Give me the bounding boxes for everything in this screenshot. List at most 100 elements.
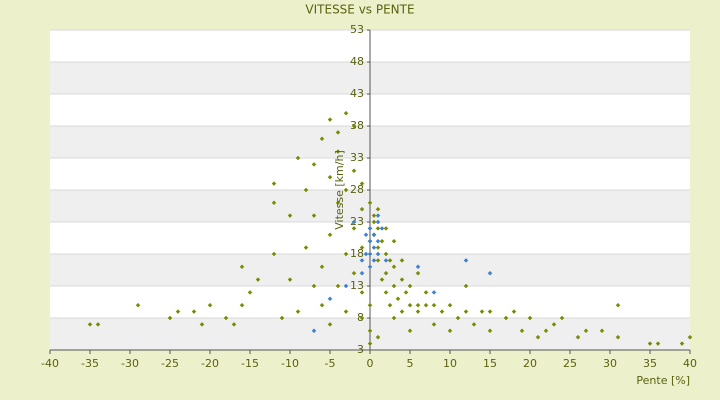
point <box>387 302 393 308</box>
point <box>375 206 381 212</box>
point <box>367 251 373 257</box>
x-tick-label: -10 <box>281 357 299 370</box>
point <box>439 309 445 314</box>
x-tick-label: 5 <box>407 357 414 370</box>
point <box>615 334 621 340</box>
x-tick-label: 10 <box>443 357 457 370</box>
point <box>375 251 381 257</box>
point <box>647 341 653 346</box>
y-tick-label: 48 <box>350 55 364 68</box>
point <box>527 315 533 321</box>
point <box>295 309 301 314</box>
point <box>255 277 261 282</box>
point <box>343 309 349 314</box>
x-tick-label: 30 <box>603 357 617 370</box>
point <box>335 283 341 289</box>
point <box>167 315 173 321</box>
point <box>519 328 525 334</box>
point <box>559 315 565 321</box>
point <box>359 245 365 250</box>
point <box>375 258 381 263</box>
point <box>343 251 349 257</box>
x-tick-label: -40 <box>41 357 59 370</box>
point <box>379 238 385 244</box>
point <box>279 315 285 321</box>
point <box>615 302 621 308</box>
point <box>395 296 401 302</box>
point <box>687 334 693 340</box>
x-tick-label: 40 <box>683 357 697 370</box>
y-tick-label: 28 <box>350 183 364 196</box>
x-tick-label: -30 <box>121 357 139 370</box>
point <box>407 302 413 308</box>
point <box>175 309 181 314</box>
plot-area: 38131823283338434853-40-35-30-25-20-15-1… <box>41 23 697 370</box>
point <box>403 290 409 295</box>
point <box>367 341 373 346</box>
point <box>375 219 381 225</box>
point <box>239 302 245 308</box>
y-tick-label: 13 <box>350 279 364 292</box>
point <box>231 322 237 327</box>
point <box>447 302 453 308</box>
point <box>351 219 357 225</box>
point <box>351 123 357 129</box>
x-tick-label: -20 <box>201 357 219 370</box>
x-tick-label: -35 <box>81 357 99 370</box>
point <box>371 213 377 218</box>
point <box>191 309 197 314</box>
y-tick-label: 18 <box>350 247 364 260</box>
point <box>511 309 517 314</box>
point <box>327 232 333 238</box>
point <box>367 328 373 334</box>
x-tick-label: 20 <box>523 357 537 370</box>
point <box>335 149 341 154</box>
point <box>371 219 377 225</box>
point <box>463 258 469 263</box>
point <box>415 264 421 270</box>
point <box>359 270 365 276</box>
point <box>371 245 377 250</box>
point <box>487 270 493 276</box>
point <box>455 315 461 321</box>
point <box>135 302 141 308</box>
point <box>327 117 333 122</box>
point <box>415 270 421 276</box>
point <box>335 200 341 206</box>
point <box>303 245 309 250</box>
point <box>535 334 541 340</box>
point <box>575 334 581 340</box>
y-tick-label: 33 <box>350 151 364 164</box>
x-tick-label: 25 <box>563 357 577 370</box>
point <box>463 309 469 314</box>
point <box>319 264 325 270</box>
point <box>387 258 393 263</box>
point <box>599 328 605 334</box>
point <box>327 322 333 327</box>
point <box>359 290 365 295</box>
point <box>407 328 413 334</box>
point <box>363 251 369 257</box>
point <box>423 302 429 308</box>
point <box>367 238 373 244</box>
y-tick-label: 38 <box>350 119 364 132</box>
point <box>327 296 333 302</box>
point <box>351 270 357 276</box>
point <box>375 238 381 244</box>
point <box>367 264 373 270</box>
point <box>375 226 381 231</box>
point <box>391 283 397 289</box>
point <box>319 302 325 308</box>
point <box>543 328 549 334</box>
point <box>87 322 93 327</box>
point <box>383 226 389 231</box>
point <box>415 309 421 314</box>
point <box>343 187 349 193</box>
point <box>351 168 357 174</box>
point <box>311 283 317 289</box>
point <box>391 238 397 244</box>
point <box>583 328 589 334</box>
point <box>359 181 365 186</box>
point <box>655 341 661 346</box>
